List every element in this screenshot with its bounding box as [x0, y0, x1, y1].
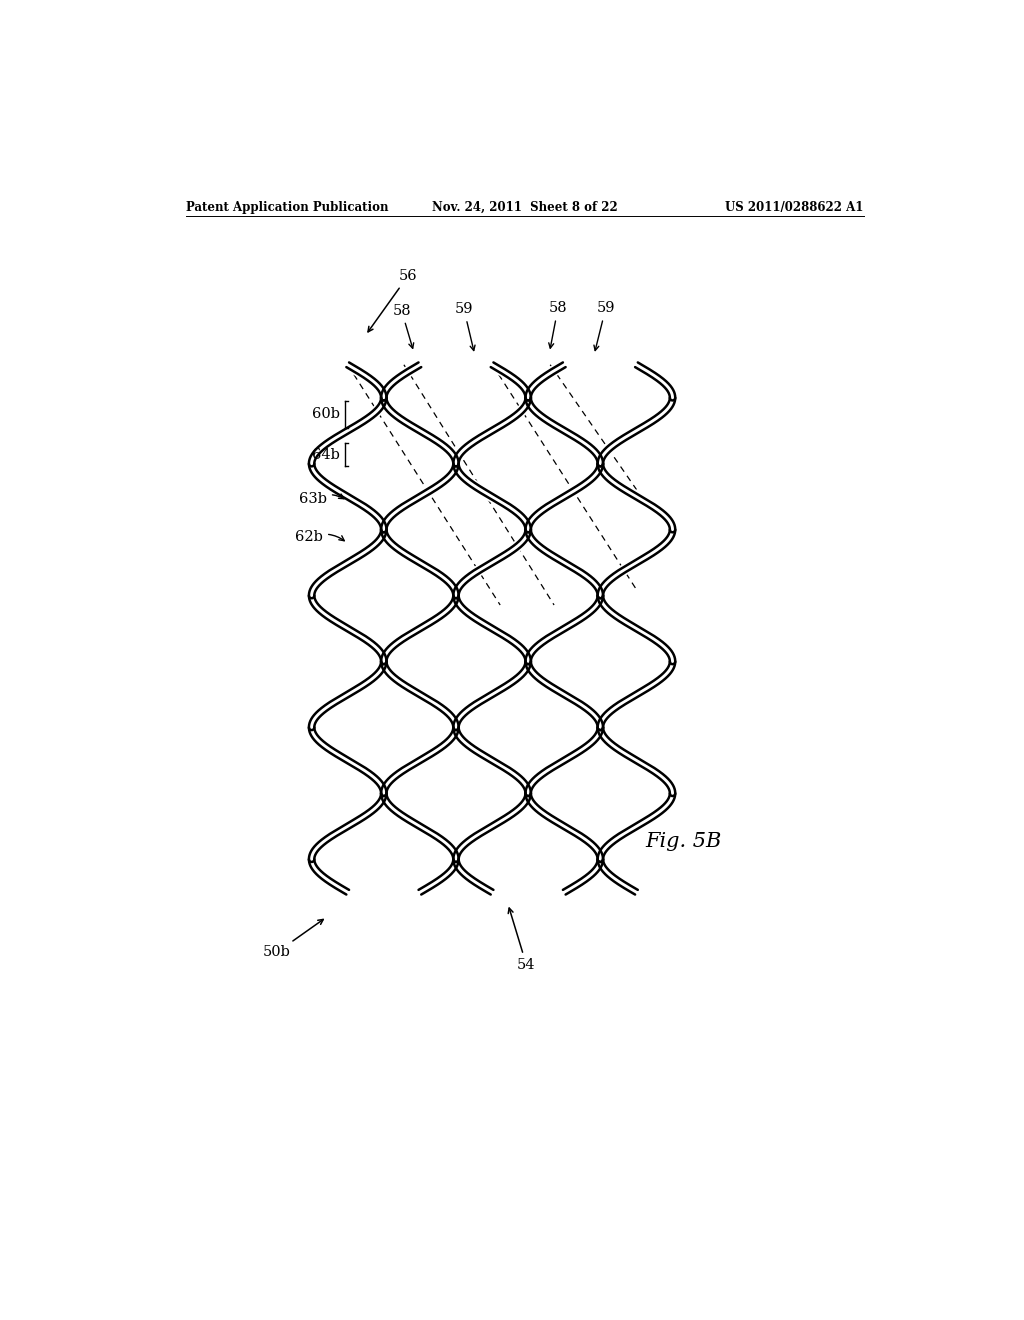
- Text: 58: 58: [392, 304, 414, 348]
- Text: 60b: 60b: [312, 407, 340, 421]
- Text: Patent Application Publication: Patent Application Publication: [186, 201, 388, 214]
- Text: 59: 59: [455, 302, 475, 351]
- Text: US 2011/0288622 A1: US 2011/0288622 A1: [725, 201, 863, 214]
- Text: 58: 58: [549, 301, 567, 348]
- Text: 50b: 50b: [263, 920, 324, 960]
- Text: 56: 56: [368, 269, 417, 331]
- Text: 59: 59: [594, 301, 614, 351]
- Text: Fig. 5B: Fig. 5B: [645, 832, 721, 851]
- Text: 64b: 64b: [312, 447, 340, 462]
- Text: 63b: 63b: [299, 492, 344, 506]
- Text: 54: 54: [508, 908, 536, 972]
- Text: Nov. 24, 2011  Sheet 8 of 22: Nov. 24, 2011 Sheet 8 of 22: [432, 201, 617, 214]
- Text: 62b: 62b: [295, 531, 344, 544]
